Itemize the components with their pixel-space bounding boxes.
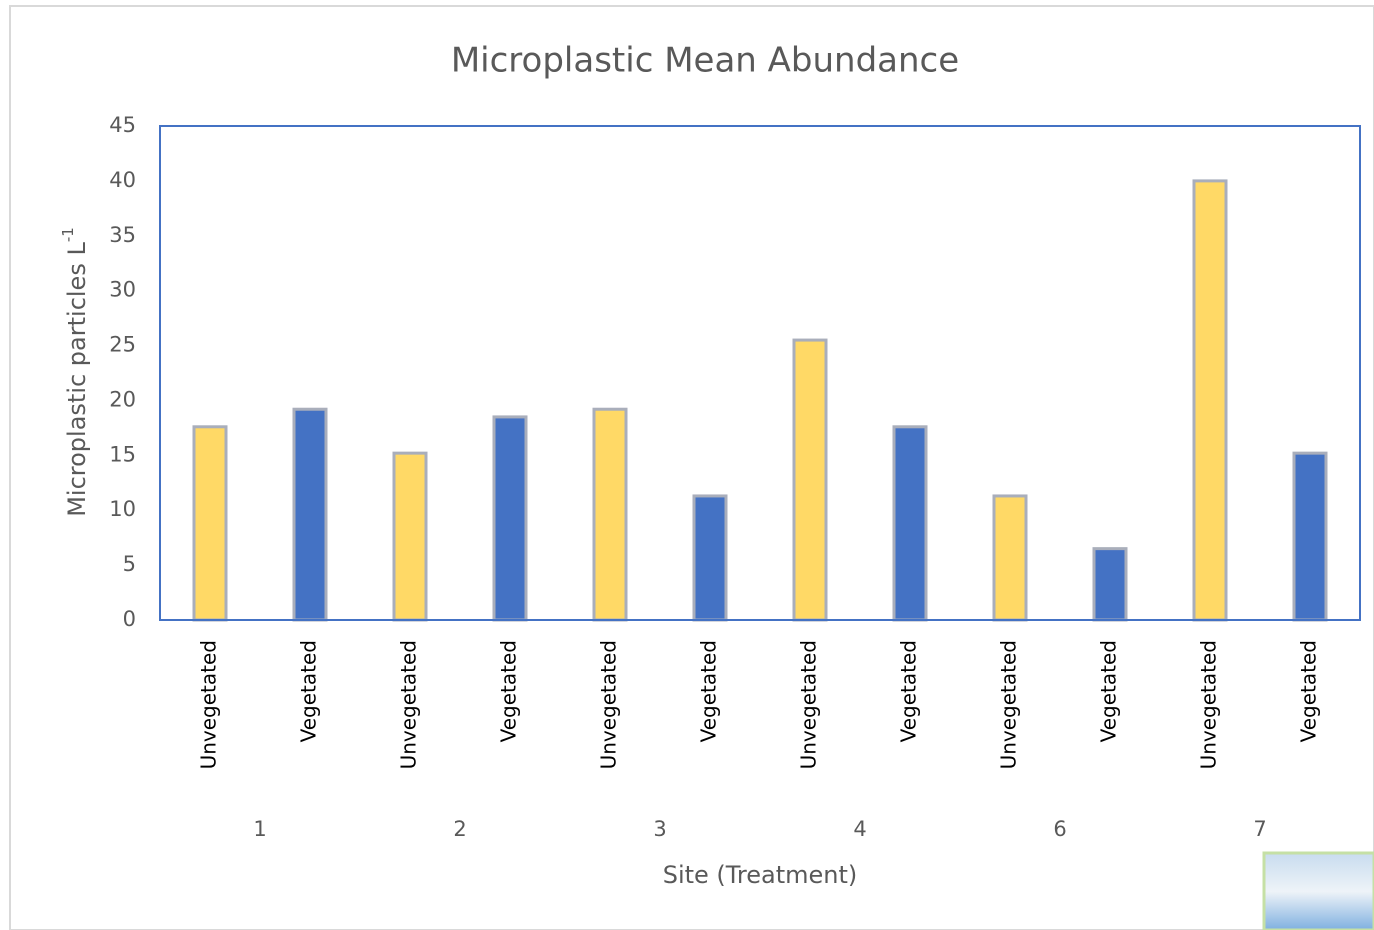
y-tick-label: 30 (109, 278, 136, 302)
x-tick-label: Vegetated (697, 640, 721, 742)
x-tick-label: Unvegetated (197, 640, 221, 769)
bar (1292, 451, 1328, 622)
x-tick-label: Vegetated (897, 640, 921, 742)
x-tick-label: Vegetated (1097, 640, 1121, 742)
bar (692, 494, 728, 622)
chart-title: Microplastic Mean Abundance (451, 41, 959, 81)
bar (892, 425, 928, 622)
bar (292, 407, 328, 622)
chart-border (9, 5, 1374, 930)
y-axis-title: Microplastic particles L-1 (59, 227, 92, 517)
bar (592, 407, 628, 622)
bar (992, 494, 1028, 622)
x-tick-label: Vegetated (297, 640, 321, 742)
x-group-label: 4 (853, 817, 866, 841)
y-axis-title-main: Microplastic particles L (63, 242, 91, 517)
y-tick-label: 15 (109, 442, 136, 466)
x-axis-title: Site (Treatment) (663, 861, 858, 889)
y-tick-label: 5 (123, 552, 136, 576)
x-tick-label: Vegetated (497, 640, 521, 742)
x-group-label: 2 (453, 817, 466, 841)
y-tick-label: 0 (123, 607, 136, 631)
x-group-label: 1 (253, 817, 266, 841)
x-tick-label: Unvegetated (597, 640, 621, 769)
y-tick-label: 35 (109, 223, 136, 247)
y-tick-label: 45 (109, 113, 136, 137)
bar (1092, 547, 1128, 622)
bar (1192, 179, 1228, 622)
y-tick-label: 40 (109, 168, 136, 192)
x-group-label: 6 (1053, 817, 1066, 841)
x-tick-label: Unvegetated (997, 640, 1021, 769)
y-tick-label: 10 (109, 497, 136, 521)
x-group-label: 3 (653, 817, 666, 841)
bar (392, 451, 428, 622)
bar (792, 338, 828, 622)
x-tick-label: Unvegetated (397, 640, 421, 769)
decorative-image (1262, 851, 1374, 930)
y-tick-label: 25 (109, 333, 136, 357)
bar (192, 425, 228, 622)
x-tick-label: Unvegetated (797, 640, 821, 769)
plot-border (159, 125, 1361, 621)
y-axis-title-sup: -1 (59, 227, 77, 242)
x-group-label: 7 (1253, 817, 1266, 841)
bar (492, 415, 528, 622)
y-tick-label: 20 (109, 387, 136, 411)
x-tick-label: Vegetated (1297, 640, 1321, 742)
x-tick-label: Unvegetated (1197, 640, 1221, 769)
